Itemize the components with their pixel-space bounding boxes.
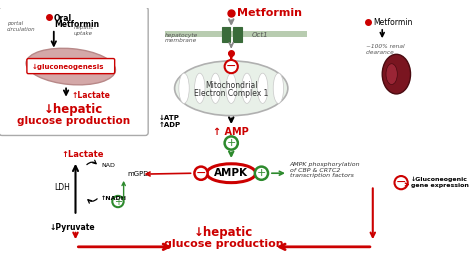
Ellipse shape [194,73,205,103]
Text: hepatocyte
membrane: hepatocyte membrane [165,33,199,43]
FancyBboxPatch shape [27,59,115,74]
Text: hepatic
uptake: hepatic uptake [73,25,94,36]
FancyBboxPatch shape [222,27,230,42]
Text: AMPK: AMPK [214,168,248,178]
Text: ↑Lactate: ↑Lactate [61,150,104,159]
Text: −: − [196,167,206,180]
Text: +: + [114,197,122,206]
Circle shape [394,176,408,189]
Circle shape [112,196,124,207]
Circle shape [225,136,238,149]
Ellipse shape [382,54,410,94]
Circle shape [225,60,238,73]
Text: Metformin: Metformin [54,20,99,29]
Text: LDH: LDH [54,183,70,192]
Text: ↑ AMP: ↑ AMP [213,127,249,137]
Ellipse shape [174,61,288,116]
Ellipse shape [257,73,268,103]
Text: Metformin: Metformin [374,18,413,27]
Text: Mitochondrial: Mitochondrial [205,81,257,90]
Text: +: + [227,138,236,148]
Ellipse shape [179,73,189,103]
Text: Metformin: Metformin [237,8,302,18]
Circle shape [194,167,208,180]
Ellipse shape [386,64,397,85]
Text: ↓Pyruvate: ↓Pyruvate [50,222,96,231]
Text: ↓hepatic: ↓hepatic [44,103,103,117]
Text: glucose production: glucose production [164,239,283,249]
Text: ↓ATP: ↓ATP [158,115,180,120]
Text: Oct1: Oct1 [252,32,269,38]
Text: −: − [396,176,406,189]
Text: ↓gluconeogenesis: ↓gluconeogenesis [32,64,105,70]
Ellipse shape [273,73,283,103]
Text: NAD: NAD [101,163,115,168]
Text: ~100% renal
clearance: ~100% renal clearance [366,44,405,55]
Ellipse shape [210,73,221,103]
Ellipse shape [207,164,256,183]
FancyBboxPatch shape [233,27,242,42]
Text: +: + [257,168,266,178]
Text: portal
circulation: portal circulation [7,21,35,32]
Text: ↑ADP: ↑ADP [158,122,181,128]
Text: ↓Gluconeogenic
gene expression: ↓Gluconeogenic gene expression [410,177,468,188]
Text: Electron Complex 1: Electron Complex 1 [194,89,268,98]
FancyBboxPatch shape [0,7,148,135]
Circle shape [255,167,268,180]
Text: Oral: Oral [54,14,72,23]
Text: mGPD: mGPD [128,171,149,177]
Text: ↑NADH: ↑NADH [101,196,127,201]
Ellipse shape [226,73,237,103]
FancyBboxPatch shape [165,31,307,37]
Text: ↑Lactate: ↑Lactate [72,91,110,100]
Text: −: − [226,60,237,73]
Ellipse shape [242,73,252,103]
Text: glucose production: glucose production [17,116,130,126]
Text: ↓hepatic: ↓hepatic [194,226,253,239]
Text: AMPK phosphorylation
of CBP & CRTC2
transcription factors: AMPK phosphorylation of CBP & CRTC2 tran… [290,162,360,178]
Ellipse shape [26,48,116,85]
